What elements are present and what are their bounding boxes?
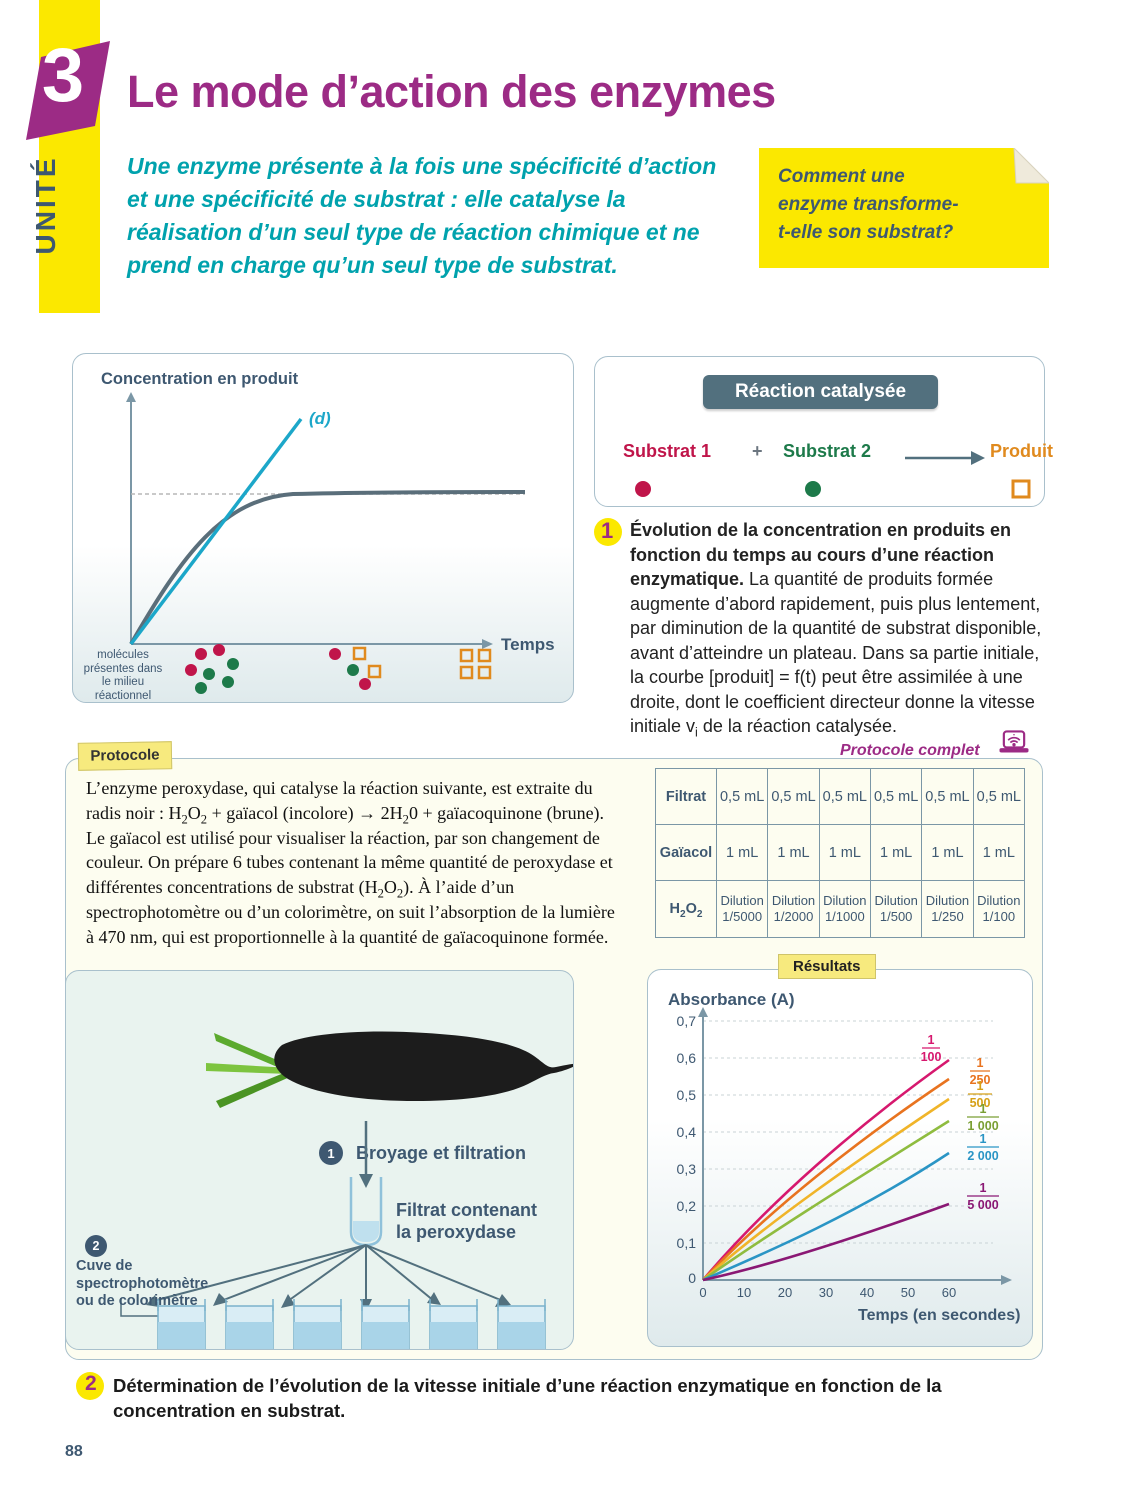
svg-text:60: 60 (942, 1285, 956, 1300)
svg-text:30: 30 (819, 1285, 833, 1300)
svg-text:0,4: 0,4 (677, 1124, 697, 1140)
svg-text:100: 100 (921, 1050, 942, 1064)
svg-text:1: 1 (977, 1079, 984, 1093)
svg-text:Temps (en secondes): Temps (en secondes) (858, 1307, 1020, 1324)
svg-text:40: 40 (860, 1285, 874, 1300)
svg-text:5 000: 5 000 (967, 1198, 998, 1212)
svg-text:1: 1 (980, 1102, 987, 1116)
svg-text:0,7: 0,7 (677, 1013, 697, 1029)
svg-text:0,2: 0,2 (677, 1198, 697, 1214)
svg-text:0,1: 0,1 (677, 1235, 697, 1251)
svg-text:20: 20 (778, 1285, 792, 1300)
svg-text:1: 1 (928, 1033, 935, 1047)
svg-text:0,6: 0,6 (677, 1050, 697, 1066)
svg-text:10: 10 (737, 1285, 751, 1300)
svg-text:1: 1 (980, 1181, 987, 1195)
svg-text:1: 1 (977, 1056, 984, 1070)
svg-text:50: 50 (901, 1285, 915, 1300)
svg-text:0: 0 (688, 1270, 696, 1286)
svg-text:1: 1 (980, 1132, 987, 1146)
svg-text:0: 0 (699, 1285, 706, 1300)
svg-text:0,3: 0,3 (677, 1161, 697, 1177)
svg-text:0,5: 0,5 (677, 1087, 697, 1103)
svg-text:2 000: 2 000 (967, 1149, 998, 1163)
svg-text:1 000: 1 000 (967, 1119, 998, 1133)
